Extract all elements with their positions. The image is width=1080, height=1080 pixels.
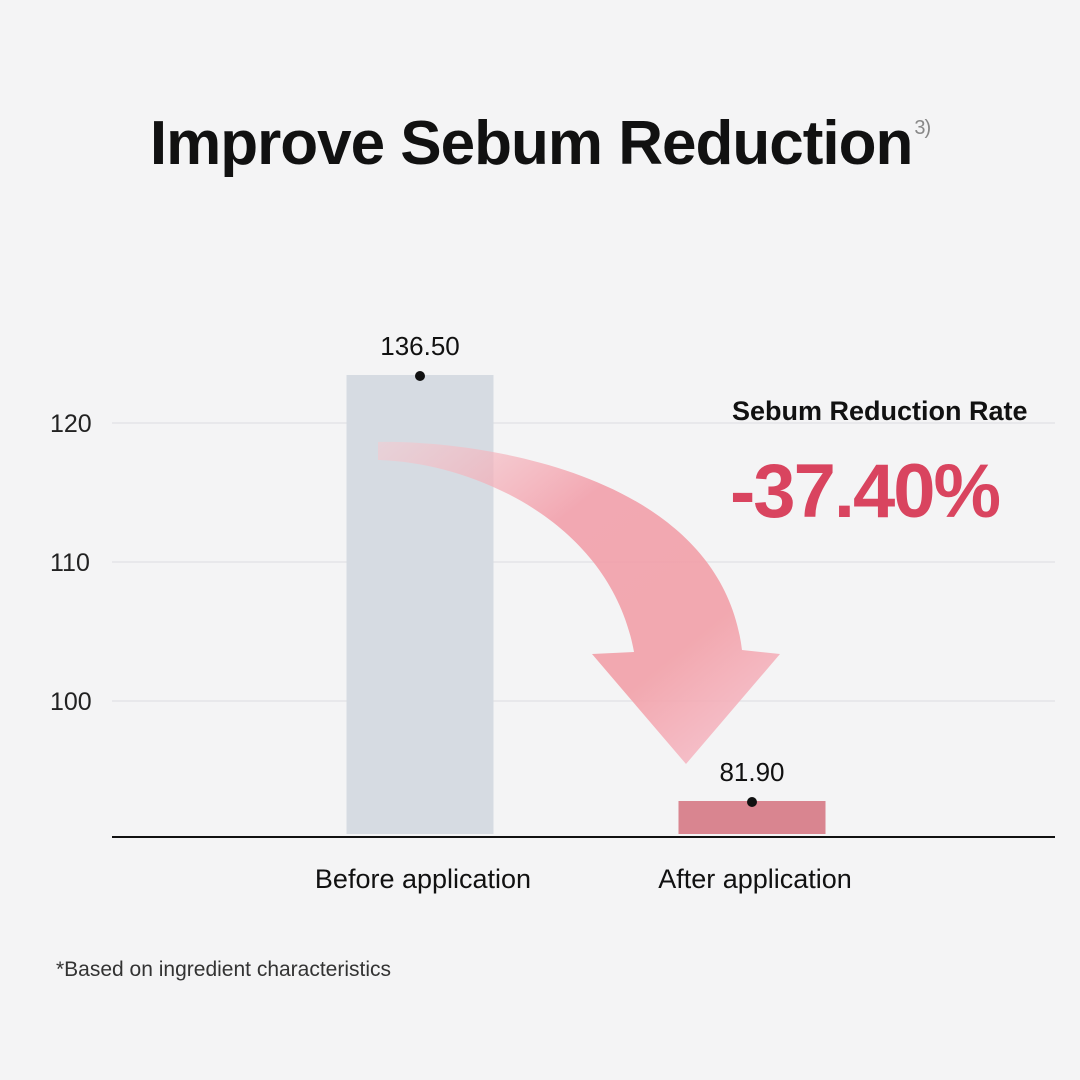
reduction-arrow (378, 441, 780, 764)
y-tick-label: 100 (50, 688, 92, 716)
x-category-label: After application (658, 864, 852, 894)
bar-value-label: 81.90 (719, 757, 784, 787)
bar-value-marker (747, 797, 757, 807)
bar-value-marker (415, 371, 425, 381)
y-tick-label: 110 (50, 549, 90, 577)
title-footnote-ref: 3) (914, 117, 931, 139)
chart-title-text: Improve Sebum Reduction (149, 109, 913, 178)
x-category-label: Before application (315, 864, 531, 894)
bar-value-label: 136.50 (380, 331, 460, 361)
chart-title: Improve Sebum Reduction 3) (0, 108, 1080, 179)
y-tick-label: 120 (50, 410, 92, 438)
footnote: *Based on ingredient characteristics (56, 958, 392, 981)
reduction-rate-label: Sebum Reduction Rate (732, 396, 1028, 426)
reduction-rate-value: -37.40% (730, 449, 1001, 534)
